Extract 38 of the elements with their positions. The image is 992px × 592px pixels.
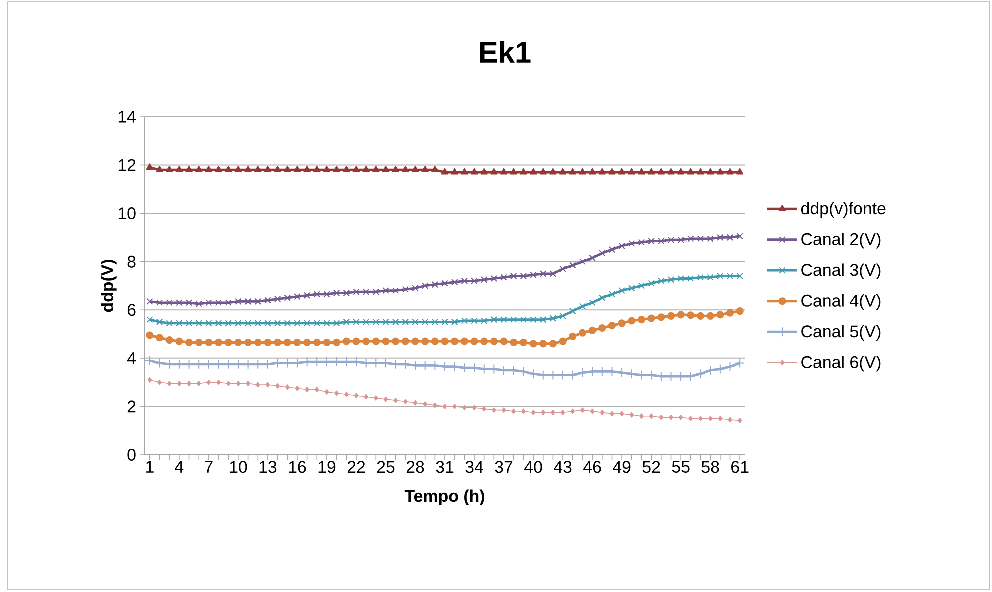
x-axis-title: Tempo (h) (404, 490, 484, 506)
y-tick-label: 10 (118, 208, 136, 220)
x-tick-label: 19 (318, 461, 336, 474)
x-tick-label: 22 (348, 461, 366, 474)
x-tick-label: 4 (175, 461, 184, 473)
legend-label: Canal 6(V) (802, 356, 881, 372)
x-tick-label: 40 (524, 461, 542, 474)
x-tick-label: 37 (495, 461, 513, 474)
x-tick-label: 28 (406, 461, 424, 474)
y-tick-label: 8 (128, 256, 136, 268)
legend-label: Canal 2(V) (802, 232, 881, 249)
x-tick-label: 61 (732, 461, 749, 474)
y-tick-label: 2 (128, 400, 136, 413)
y-tick-label: 6 (128, 304, 136, 316)
x-tick-label: 55 (672, 461, 690, 474)
x-tick-label: 10 (230, 461, 248, 474)
legend-label: Canal 4(V) (802, 294, 881, 310)
y-tick-label: 12 (118, 159, 136, 172)
x-tick-label: 49 (613, 461, 631, 474)
x-tick-label: 34 (466, 461, 484, 474)
x-tick-label: 58 (702, 461, 720, 474)
x-tick-label: 1 (146, 461, 154, 473)
chart-title: Ek1 (480, 41, 531, 63)
x-tick-label: 16 (289, 461, 306, 474)
x-tick-label: 46 (584, 461, 602, 474)
x-tick-label: 13 (260, 461, 277, 474)
x-tick-label: 7 (205, 461, 213, 473)
legend-label: ddp(v)fonte (801, 202, 886, 218)
x-tick-label: 52 (642, 461, 660, 474)
y-tick-label: 4 (127, 352, 136, 364)
y-tick-label: 0 (128, 448, 136, 461)
legend-label: Canal 3(V) (802, 264, 881, 280)
x-tick-label: 25 (377, 461, 395, 474)
y-axis-title: ddp(V) (101, 260, 117, 312)
x-tick-label: 43 (554, 461, 572, 474)
x-tick-label: 31 (436, 461, 454, 474)
legend-label: Canal 5(V) (802, 325, 881, 341)
y-tick-label: 14 (118, 111, 136, 123)
